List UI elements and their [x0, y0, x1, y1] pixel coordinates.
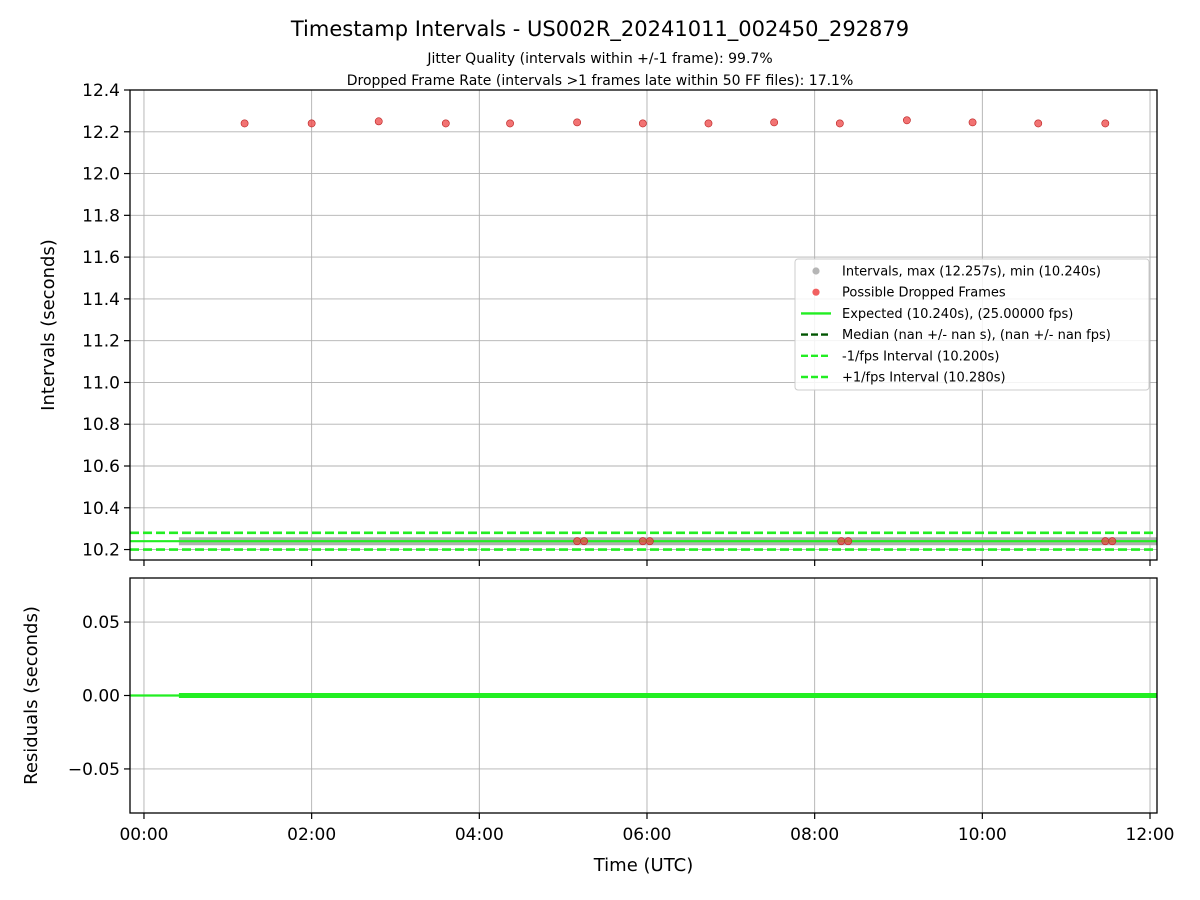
y-tick-label: 12.4	[82, 81, 120, 101]
dropped-frame-point	[580, 537, 589, 546]
x-tick-label: 06:00	[622, 825, 671, 845]
intervals-y-axis-label: Intervals (seconds)	[38, 239, 59, 411]
residuals-y-axis-label: Residuals (seconds)	[21, 606, 42, 785]
y-tick-label: 0.00	[82, 687, 120, 707]
y-tick-label: −0.05	[68, 760, 120, 780]
y-tick-label: 12.2	[82, 123, 120, 143]
intervals-panel: 10.2 10.4 10.6 10.8 11.0 11.2 11.4 11.6 11.8 12.0…	[82, 81, 1158, 566]
intervals-ticks: 10.2 10.4 10.6 10.8 11.0 11.2 11.4 11.6 11.8 12.0…	[82, 81, 1151, 566]
dropped-frame-point	[1108, 537, 1117, 546]
legend-label: Intervals, max (12.257s), min (10.240s)	[842, 265, 1101, 280]
legend-label: Median (nan +/- nan s), (nan +/- nan fps…	[842, 328, 1111, 343]
y-tick-label: 11.8	[82, 206, 120, 226]
x-axis-label: Time (UTC)	[593, 855, 694, 876]
chart-title: Timestamp Intervals - US002R_20241011_00…	[290, 17, 909, 42]
dropped-frame-point	[573, 118, 582, 127]
x-tick-label: 02:00	[287, 825, 336, 845]
dropped-frame-point	[645, 537, 654, 546]
dropped-frame-point	[573, 537, 582, 546]
y-tick-label: 11.4	[82, 290, 120, 310]
legend-item: Possible Dropped Frames	[812, 286, 1006, 301]
dropped-frame-point	[240, 119, 249, 128]
y-tick-label: 10.4	[82, 499, 120, 519]
x-tick-label: 12:00	[1126, 825, 1175, 845]
dropped-frame-point	[506, 119, 514, 128]
dropped-frame-point	[374, 117, 383, 126]
subtitle-jitter-quality: Jitter Quality (intervals within +/-1 fr…	[426, 51, 772, 67]
dropped-frame-point	[902, 116, 911, 125]
dropped-frame-point	[638, 537, 647, 546]
legend-marker	[812, 288, 820, 296]
legend: Intervals, max (12.257s), min (10.240s) P…	[794, 258, 1150, 391]
legend-label: Possible Dropped Frames	[842, 286, 1006, 301]
legend-label: +1/fps Interval (10.280s)	[842, 371, 1006, 386]
y-tick-label: 11.2	[82, 332, 120, 352]
dropped-frame-point	[835, 119, 844, 128]
dropped-frame-point	[837, 537, 846, 546]
x-tick-label: 00:00	[119, 825, 168, 845]
legend-item: +1/fps Interval (10.280s)	[801, 371, 1006, 386]
dropped-frame-point	[844, 537, 853, 546]
dropped-frame-point	[638, 119, 647, 128]
y-tick-label: 10.8	[82, 415, 120, 435]
legend-box	[794, 258, 1150, 391]
legend-item: -1/fps Interval (10.200s)	[801, 349, 999, 364]
legend-label: -1/fps Interval (10.200s)	[842, 349, 999, 364]
y-tick-label: 12.0	[82, 165, 120, 185]
dropped-frame-point	[1101, 119, 1110, 128]
x-tick-label: 04:00	[455, 825, 504, 845]
y-tick-label: 11.6	[82, 248, 120, 268]
dropped-frame-point	[307, 119, 316, 128]
legend-item: Median (nan +/- nan s), (nan +/- nan fps…	[801, 328, 1111, 343]
legend-label: Expected (10.240s), (25.00000 fps)	[842, 307, 1073, 322]
legend-item: Expected (10.240s), (25.00000 fps)	[801, 307, 1073, 322]
legend-marker	[812, 267, 820, 275]
dropped-frame-point	[704, 119, 713, 128]
y-tick-label: 10.2	[82, 541, 120, 561]
y-tick-label: 11.0	[82, 373, 120, 393]
intervals-series	[130, 116, 1157, 551]
y-tick-label: 10.6	[82, 457, 120, 477]
subtitle-dropped-frame-rate: Dropped Frame Rate (intervals >1 frames …	[347, 73, 854, 89]
x-tick-label: 08:00	[790, 825, 839, 845]
dropped-frame-point	[1034, 119, 1043, 128]
intervals-axes-frame	[129, 89, 1158, 561]
residuals-ticks: 00:00 02:00 04:00 06:00 08:00 10:00 12:00 0.05 0…	[68, 613, 1175, 845]
y-tick-label: 0.05	[82, 613, 120, 633]
dropped-frame-point	[770, 118, 779, 127]
dropped-frame-point	[441, 119, 450, 128]
residuals-panel: 00:00 02:00 04:00 06:00 08:00 10:00 12:00 0.05 0…	[68, 577, 1175, 845]
dropped-frame-point	[968, 118, 977, 127]
dropped-frame-point	[1101, 537, 1110, 546]
x-tick-label: 10:00	[958, 825, 1007, 845]
legend-item: Intervals, max (12.257s), min (10.240s)	[812, 265, 1101, 280]
